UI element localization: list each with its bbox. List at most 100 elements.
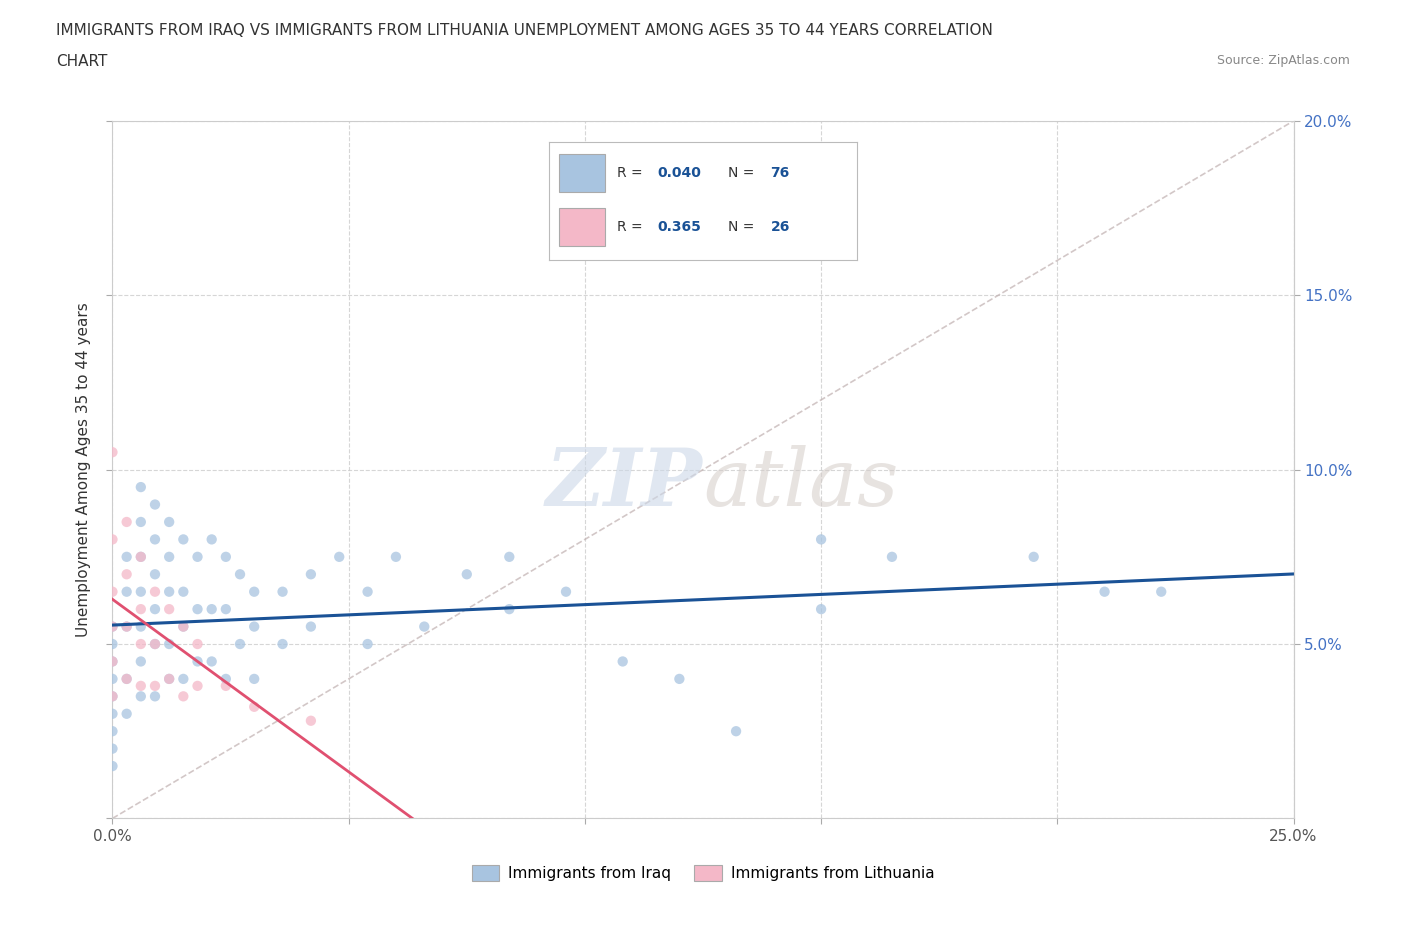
Point	[129, 602, 152, 617]
Point	[668, 671, 690, 686]
Point	[215, 550, 238, 565]
Point	[810, 602, 832, 617]
Point	[413, 619, 436, 634]
Point	[129, 679, 152, 694]
Point	[172, 689, 194, 704]
Point	[129, 480, 152, 495]
Point	[356, 637, 378, 652]
Point	[172, 532, 194, 547]
Point	[172, 671, 194, 686]
Point	[143, 566, 166, 582]
Point	[172, 619, 194, 634]
Point	[101, 654, 124, 669]
Point	[101, 724, 124, 738]
Point	[810, 532, 832, 547]
Point	[299, 619, 322, 634]
Point	[143, 689, 166, 704]
Point	[101, 584, 124, 599]
Point	[328, 550, 350, 565]
Point	[101, 445, 124, 459]
Point	[725, 724, 748, 738]
Point	[299, 713, 322, 728]
Point	[215, 679, 238, 694]
Point	[201, 602, 224, 617]
Point	[356, 584, 378, 599]
Point	[115, 584, 138, 599]
Point	[101, 619, 124, 634]
Point	[498, 602, 520, 617]
Point	[129, 514, 152, 529]
Point	[880, 550, 903, 565]
Point	[101, 759, 124, 774]
Point	[186, 602, 208, 617]
Point	[129, 637, 152, 652]
Point	[172, 619, 194, 634]
Point	[115, 619, 138, 634]
Point	[229, 566, 252, 582]
Point	[115, 550, 138, 565]
Point	[143, 679, 166, 694]
Point	[143, 602, 166, 617]
Point	[115, 671, 138, 686]
Point	[243, 584, 266, 599]
Point	[101, 689, 124, 704]
Point	[101, 671, 124, 686]
Point	[129, 550, 152, 565]
Point	[157, 637, 180, 652]
Point	[115, 619, 138, 634]
Point	[1022, 550, 1045, 565]
Point	[101, 532, 124, 547]
Point	[157, 514, 180, 529]
Text: atlas: atlas	[703, 445, 898, 523]
Point	[215, 602, 238, 617]
Point	[157, 602, 180, 617]
Point	[186, 550, 208, 565]
Point	[157, 671, 180, 686]
Point	[498, 550, 520, 565]
Point	[101, 637, 124, 652]
Point	[299, 566, 322, 582]
Point	[157, 584, 180, 599]
Point	[157, 550, 180, 565]
Point	[229, 637, 252, 652]
Point	[186, 654, 208, 669]
Point	[101, 741, 124, 756]
Point	[186, 679, 208, 694]
Point	[243, 671, 266, 686]
Point	[129, 619, 152, 634]
Point	[143, 532, 166, 547]
Point	[101, 619, 124, 634]
Point	[385, 550, 408, 565]
Point	[129, 689, 152, 704]
Point	[243, 619, 266, 634]
Point	[129, 584, 152, 599]
Point	[129, 550, 152, 565]
Point	[115, 514, 138, 529]
Point	[157, 671, 180, 686]
Text: CHART: CHART	[56, 54, 108, 69]
Point	[201, 654, 224, 669]
Point	[129, 654, 152, 669]
Point	[271, 584, 294, 599]
Point	[1150, 584, 1173, 599]
Point	[143, 637, 166, 652]
Point	[115, 671, 138, 686]
Point	[115, 707, 138, 722]
Point	[143, 637, 166, 652]
Point	[143, 584, 166, 599]
Point	[271, 637, 294, 652]
Text: IMMIGRANTS FROM IRAQ VS IMMIGRANTS FROM LITHUANIA UNEMPLOYMENT AMONG AGES 35 TO : IMMIGRANTS FROM IRAQ VS IMMIGRANTS FROM …	[56, 23, 993, 38]
Point	[612, 654, 634, 669]
Legend: Immigrants from Iraq, Immigrants from Lithuania: Immigrants from Iraq, Immigrants from Li…	[465, 859, 941, 887]
Point	[243, 699, 266, 714]
Point	[172, 584, 194, 599]
Y-axis label: Unemployment Among Ages 35 to 44 years: Unemployment Among Ages 35 to 44 years	[76, 302, 91, 637]
Point	[101, 654, 124, 669]
Point	[456, 566, 478, 582]
Point	[215, 671, 238, 686]
Point	[186, 637, 208, 652]
Point	[101, 707, 124, 722]
Text: ZIP: ZIP	[546, 445, 703, 523]
Point	[143, 497, 166, 512]
Point	[115, 566, 138, 582]
